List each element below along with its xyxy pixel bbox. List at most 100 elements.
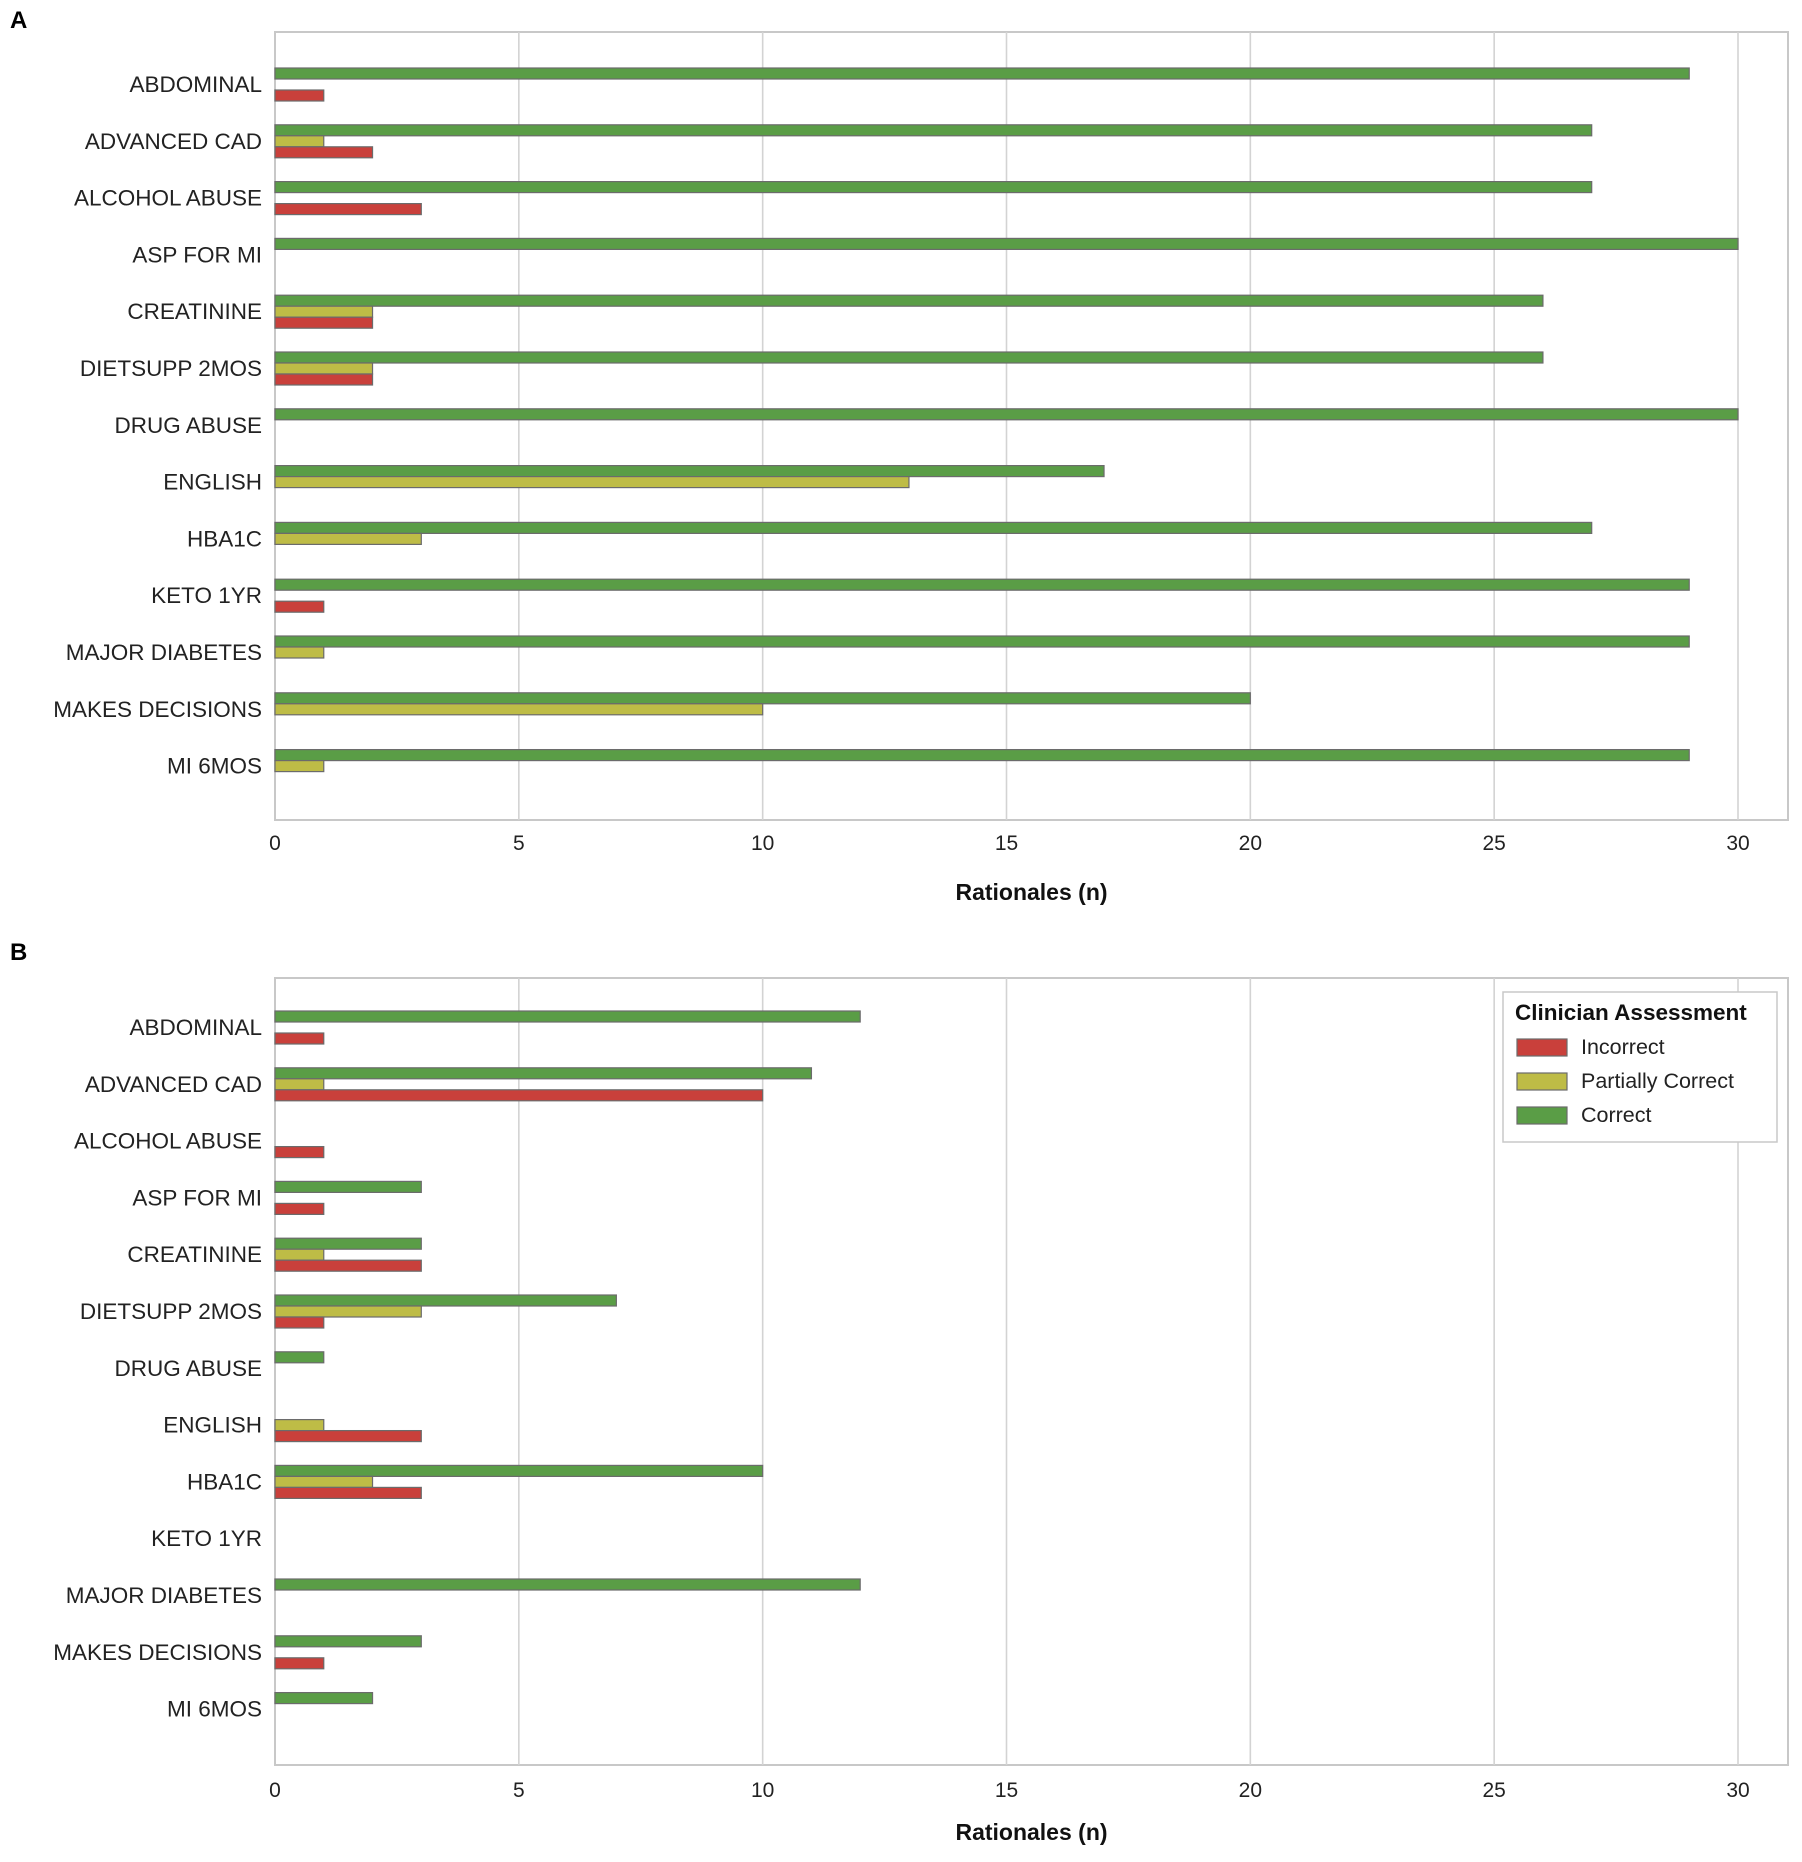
panel-b-x-tick-label-25: 25 xyxy=(1482,1779,1505,1802)
panel-b-category-label-dietsupp-2mos: DIETSUPP 2MOS xyxy=(80,1299,262,1324)
panel-b-bar-abdominal-incorrect xyxy=(274,1032,325,1045)
panel-a-bar-drug-abuse-correct xyxy=(274,408,1739,421)
panel-b-x-tick-label-15: 15 xyxy=(995,1779,1018,1802)
panel-a-bar-abdominal-incorrect xyxy=(274,89,325,102)
panel-b-category-label-advanced-cad: ADVANCED CAD xyxy=(85,1072,262,1097)
legend-title: Clinician Assessment xyxy=(1515,1000,1747,1025)
panel-b-x-axis-title: Rationales (n) xyxy=(955,1819,1107,1845)
panel-a-x-tick-label-25: 25 xyxy=(1482,832,1505,855)
panel-a-bar-alcohol-abuse-incorrect xyxy=(274,203,422,216)
panel-b-bar-creatinine-incorrect xyxy=(274,1259,422,1272)
panel-a-bar-major-diabetes-partially-correct xyxy=(274,646,325,659)
panel-a-category-label-hba1c: HBA1C xyxy=(187,526,262,551)
panel-a-bar-creatinine-correct xyxy=(274,294,1544,307)
panel-a-letter: A xyxy=(10,7,27,34)
panel-b-bar-dietsupp-2mos-partially-correct xyxy=(274,1305,422,1318)
panel-a-plot-frame xyxy=(274,31,1789,821)
panel-a-bar-english-correct xyxy=(274,465,1105,478)
legend-label-incorrect: Incorrect xyxy=(1581,1035,1665,1059)
panel-b-category-label-makes-decisions: MAKES DECISIONS xyxy=(53,1640,262,1665)
legend-swatch-incorrect xyxy=(1516,1038,1568,1057)
panel-b-bar-advanced-cad-partially-correct xyxy=(274,1078,325,1091)
panel-b-x-tick-label-10: 10 xyxy=(751,1779,774,1802)
panel-b-bar-major-diabetes-correct xyxy=(274,1578,861,1591)
panel-a-bar-english-partially-correct xyxy=(274,476,910,489)
panel-b-category-label-hba1c: HBA1C xyxy=(187,1469,262,1494)
panel-b-x-tick-label-30: 30 xyxy=(1726,1779,1749,1802)
legend: Clinician Assessment Incorrect Partially C… xyxy=(1502,991,1778,1143)
panel-b-bar-makes-decisions-incorrect xyxy=(274,1657,325,1670)
panel-a-bar-mi-6mos-partially-correct xyxy=(274,759,325,773)
panel-a-bar-advanced-cad-partially-correct xyxy=(274,135,325,148)
panel-a-bar-creatinine-incorrect xyxy=(274,316,374,329)
panel-b-bar-mi-6mos-correct xyxy=(274,1691,374,1705)
panel-a-bar-hba1c-partially-correct xyxy=(274,532,422,546)
panel-a-x-tick-label-10: 10 xyxy=(751,832,774,855)
panel-b-x-tick-label-5: 5 xyxy=(513,1779,525,1802)
panel-b-category-label-mi-6mos: MI 6MOS xyxy=(167,1697,262,1722)
panel-b-bar-dietsupp-2mos-correct xyxy=(274,1294,617,1307)
panel-a-bar-keto-1yr-incorrect xyxy=(274,600,325,613)
panel-b-bar-english-partially-correct xyxy=(274,1418,325,1432)
panel-b-bar-makes-decisions-correct xyxy=(274,1635,422,1648)
panel-b-bar-dietsupp-2mos-incorrect xyxy=(274,1316,325,1329)
panel-a-category-label-dietsupp-2mos: DIETSUPP 2MOS xyxy=(80,356,262,381)
panel-a-bar-major-diabetes-correct xyxy=(274,635,1690,648)
legend-swatch-correct xyxy=(1516,1106,1568,1125)
panel-b-category-label-asp-for-mi: ASP FOR MI xyxy=(132,1185,262,1210)
panel-a-category-label-major-diabetes: MAJOR DIABETES xyxy=(66,640,262,665)
panel-b-category-label-creatinine: CREATININE xyxy=(127,1242,262,1267)
panel-a: A 0 5 10 15 20 25 30 Rationales (n) ABDOMINAL ADVA… xyxy=(10,7,1789,905)
panel-a-bar-asp-for-mi-correct xyxy=(274,237,1739,250)
panel-a-category-label-asp-for-mi: ASP FOR MI xyxy=(132,242,262,267)
panel-b-plot-frame xyxy=(274,977,1789,1766)
panel-b-category-label-abdominal: ABDOMINAL xyxy=(129,1015,262,1040)
panel-a-bar-advanced-cad-correct xyxy=(274,124,1593,137)
panel-b-category-label-major-diabetes: MAJOR DIABETES xyxy=(66,1583,262,1608)
panel-a-bar-alcohol-abuse-correct xyxy=(274,181,1593,194)
panel-b-bar-hba1c-correct xyxy=(274,1464,764,1478)
panel-a-category-label-keto-1yr: KETO 1YR xyxy=(151,583,262,608)
panel-a-x-tick-label-5: 5 xyxy=(513,832,525,855)
panel-a-category-label-abdominal: ABDOMINAL xyxy=(129,72,262,97)
panel-a-bar-dietsupp-2mos-correct xyxy=(274,351,1544,364)
panel-b-bar-asp-for-mi-correct xyxy=(274,1180,422,1194)
panel-a-x-tick-label-20: 20 xyxy=(1239,832,1262,855)
panel-a-x-tick-label-15: 15 xyxy=(995,832,1018,855)
panel-a-category-label-makes-decisions: MAKES DECISIONS xyxy=(53,697,262,722)
panel-b: B 0 5 10 15 20 25 30 Rationales (n) ABDOMINAL ADVA… xyxy=(10,939,1789,1845)
panel-a-bar-keto-1yr-correct xyxy=(274,578,1690,591)
legend-label-correct: Correct xyxy=(1581,1103,1652,1127)
panel-b-category-label-alcohol-abuse: ALCOHOL ABUSE xyxy=(74,1129,262,1154)
panel-a-category-label-mi-6mos: MI 6MOS xyxy=(167,754,262,779)
panel-b-bar-english-incorrect xyxy=(274,1429,422,1443)
panel-a-category-label-drug-abuse: DRUG ABUSE xyxy=(114,413,262,438)
panel-b-bar-drug-abuse-correct xyxy=(274,1351,325,1364)
panel-b-x-tick-label-20: 20 xyxy=(1239,1779,1262,1802)
legend-swatch-partially-correct xyxy=(1516,1072,1568,1091)
panel-a-category-label-creatinine: CREATININE xyxy=(127,299,262,324)
panel-a-bar-dietsupp-2mos-incorrect xyxy=(274,373,374,386)
panel-a-category-label-english: ENGLISH xyxy=(163,470,262,495)
panel-b-bar-creatinine-partially-correct xyxy=(274,1248,325,1261)
panel-a-bar-abdominal-correct xyxy=(274,67,1690,80)
panel-a-bar-makes-decisions-correct xyxy=(274,692,1251,705)
panel-a-bar-creatinine-partially-correct xyxy=(274,305,374,318)
panel-a-x-tick-label-30: 30 xyxy=(1726,832,1749,855)
panel-b-letter: B xyxy=(10,939,27,966)
panel-a-bar-mi-6mos-correct xyxy=(274,748,1690,762)
panel-b-bar-hba1c-incorrect xyxy=(274,1486,422,1500)
panel-a-bar-hba1c-correct xyxy=(274,521,1593,535)
panel-b-bar-advanced-cad-correct xyxy=(274,1067,813,1080)
panel-b-bar-alcohol-abuse-incorrect xyxy=(274,1145,325,1159)
panel-b-bar-asp-for-mi-incorrect xyxy=(274,1202,325,1216)
panel-b-category-label-keto-1yr: KETO 1YR xyxy=(151,1526,262,1551)
panel-a-bar-dietsupp-2mos-partially-correct xyxy=(274,362,374,375)
panel-b-category-label-english: ENGLISH xyxy=(163,1413,262,1438)
legend-label-partially-correct: Partially Correct xyxy=(1581,1069,1734,1093)
panel-a-bar-makes-decisions-partially-correct xyxy=(274,703,764,716)
panel-a-x-axis-title: Rationales (n) xyxy=(955,879,1107,905)
panel-b-x-tick-label-0: 0 xyxy=(269,1779,281,1802)
panel-a-category-label-alcohol-abuse: ALCOHOL ABUSE xyxy=(74,186,262,211)
